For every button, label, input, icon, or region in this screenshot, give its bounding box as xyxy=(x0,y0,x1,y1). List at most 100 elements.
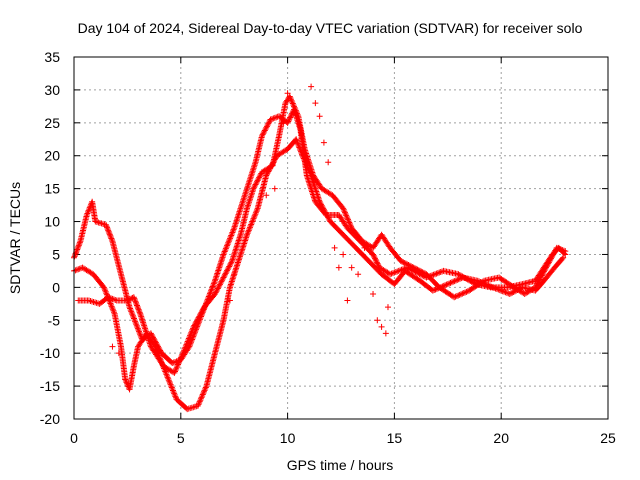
data-point xyxy=(293,136,300,143)
data-point xyxy=(190,325,197,332)
data-point xyxy=(199,306,206,313)
data-point xyxy=(548,255,555,262)
data-point xyxy=(288,111,295,118)
data-point xyxy=(289,100,296,107)
data-point xyxy=(184,339,191,346)
data-point xyxy=(162,369,169,376)
data-point xyxy=(373,259,380,266)
data-point xyxy=(249,217,256,224)
data-point xyxy=(395,267,402,274)
data-point xyxy=(230,228,237,235)
data-point xyxy=(452,293,459,300)
data-point xyxy=(285,118,292,125)
data-point xyxy=(131,296,138,303)
data-point xyxy=(320,206,327,213)
data-point xyxy=(263,123,270,130)
data-point xyxy=(188,328,195,335)
data-point xyxy=(558,246,565,253)
data-point xyxy=(134,325,141,332)
data-point xyxy=(252,211,259,218)
data-point xyxy=(550,250,557,257)
data-point xyxy=(227,235,234,242)
data-point xyxy=(538,272,545,279)
data-point xyxy=(220,251,227,258)
data-point xyxy=(104,224,111,231)
data-point xyxy=(318,202,325,209)
data-point xyxy=(248,220,255,227)
data-point xyxy=(193,318,200,325)
data-point xyxy=(536,276,543,283)
data-point xyxy=(263,172,270,179)
data-point xyxy=(124,380,131,387)
data-point xyxy=(169,386,176,393)
data-point xyxy=(415,267,422,274)
data-point xyxy=(195,401,202,408)
data-point xyxy=(371,254,378,261)
data-point xyxy=(224,242,231,249)
data-point xyxy=(540,269,547,276)
data-point xyxy=(534,280,541,287)
data-point xyxy=(538,273,545,280)
data-point xyxy=(192,321,199,328)
data-point xyxy=(434,270,441,277)
data-point xyxy=(225,239,232,246)
data-point xyxy=(85,207,92,214)
data-point xyxy=(301,158,308,165)
data-point xyxy=(107,232,114,239)
data-point xyxy=(178,353,185,360)
data-point xyxy=(444,281,451,288)
data-point xyxy=(170,359,177,366)
data-point xyxy=(547,256,554,263)
data-point xyxy=(223,269,230,276)
data-point xyxy=(74,245,81,252)
data-point xyxy=(122,377,129,384)
data-point xyxy=(253,208,260,215)
data-point xyxy=(343,212,350,219)
data-point xyxy=(176,358,183,365)
data-point xyxy=(167,380,174,387)
data-point xyxy=(287,94,294,101)
data-point xyxy=(489,284,496,291)
data-point xyxy=(74,246,81,253)
data-point xyxy=(105,227,112,234)
data-point xyxy=(533,281,540,288)
data-point xyxy=(221,248,228,255)
data-point xyxy=(214,285,221,292)
data-point xyxy=(450,278,457,285)
data-point xyxy=(370,252,377,259)
data-point xyxy=(110,307,117,314)
data-point xyxy=(462,289,469,296)
data-point xyxy=(102,288,109,295)
data-point xyxy=(452,277,459,284)
data-point xyxy=(207,289,214,296)
data-point xyxy=(429,287,436,294)
data-point xyxy=(172,368,179,375)
data-point xyxy=(443,281,450,288)
data-point xyxy=(75,243,82,250)
data-point xyxy=(551,248,558,255)
data-point xyxy=(187,332,194,339)
data-point xyxy=(126,296,133,303)
data-point xyxy=(291,104,298,111)
data-point xyxy=(325,215,332,222)
data-point xyxy=(134,324,141,331)
data-point xyxy=(263,124,270,131)
data-point xyxy=(130,315,137,322)
data-point xyxy=(285,117,292,124)
data-point xyxy=(213,288,220,295)
data-point xyxy=(100,284,107,291)
data-point xyxy=(133,321,140,328)
data-point xyxy=(206,290,213,297)
data-point xyxy=(256,173,263,180)
data-point xyxy=(112,296,119,303)
data-point xyxy=(225,238,232,245)
data-point xyxy=(191,322,198,329)
data-point xyxy=(320,139,327,146)
plot-frame xyxy=(73,56,609,420)
data-point xyxy=(124,297,131,304)
data-point xyxy=(258,132,265,139)
data-point xyxy=(222,270,229,277)
data-point xyxy=(375,261,382,268)
data-point xyxy=(222,245,229,252)
data-point xyxy=(562,248,569,255)
